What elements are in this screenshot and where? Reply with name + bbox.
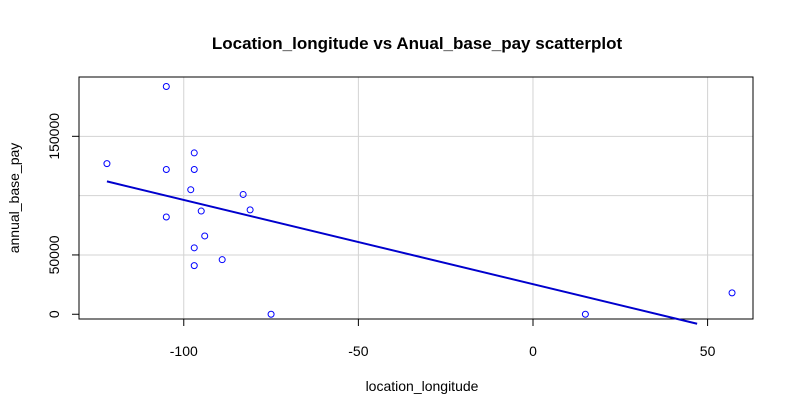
data-point [246,206,254,214]
regression-line [106,180,698,325]
data-point [190,262,198,270]
data-point [162,82,170,90]
data-point [162,213,170,221]
y-axis: 0 50000 150000 [46,113,80,318]
data-point [190,149,198,157]
regression-line-layer [106,180,698,325]
x-tick-label: 0 [529,343,537,359]
y-tick-label: 50000 [46,235,62,274]
y-tick-label: 150000 [46,113,62,160]
points-layer [103,82,736,318]
data-point [201,232,209,240]
data-point [239,190,247,198]
data-point [190,166,198,174]
x-tick-label: -50 [348,343,368,359]
chart-title: Location_longitude vs Anual_base_pay sca… [212,34,623,53]
data-point [187,186,195,194]
data-point [218,256,226,264]
data-point [190,244,198,252]
x-tick-label: 50 [700,343,716,359]
grid [79,77,753,319]
x-axis-label: location_longitude [366,378,479,394]
data-point [581,310,589,318]
x-axis: -100 -50 0 50 [170,318,716,359]
data-point [267,310,275,318]
x-tick-label: -100 [170,343,198,359]
data-point [197,207,205,215]
plot-frame [78,76,754,320]
y-axis-label: annual_base_pay [6,143,22,254]
data-point [728,289,736,297]
y-tick-label: 0 [46,310,62,318]
data-point [103,160,111,168]
data-point [162,166,170,174]
